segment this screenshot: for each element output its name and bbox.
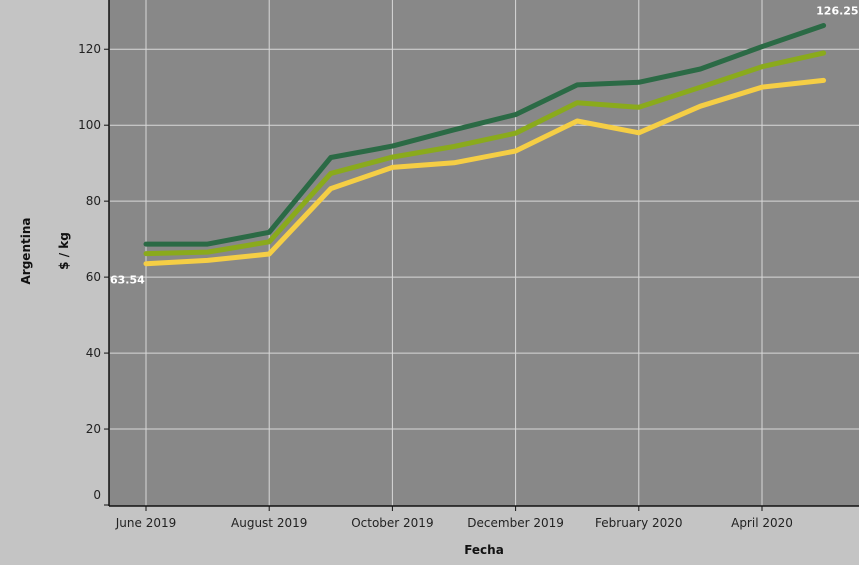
x-tick-label: October 2019 (351, 516, 433, 530)
data-labels: 126.25 63.54 (110, 5, 859, 287)
y-tick-label: 40 (86, 346, 101, 360)
y-tick-label: 0 (93, 488, 101, 502)
data-label: 63.54 (110, 274, 145, 287)
series-line-1 (143, 23, 827, 247)
x-tick-labels: June 2019 August 2019 October 2019 December… (115, 506, 793, 530)
series-line-3 (143, 77, 827, 267)
series-lines (143, 23, 827, 267)
y-tick-label: 120 (78, 42, 101, 56)
x-tick-label: February 2020 (595, 516, 683, 530)
x-tick-label: August 2019 (231, 516, 307, 530)
plot-area (109, 0, 859, 506)
series-line-2 (143, 50, 827, 257)
x-axis-title: Fecha (464, 543, 504, 557)
y-tick-labels: 0 20 40 60 80 100 120 (78, 42, 109, 506)
data-label: 126.25 (816, 5, 858, 18)
y-gridlines (109, 48, 859, 430)
y-tick-label: 80 (86, 194, 101, 208)
y-axis-title: $ / kg (57, 232, 71, 270)
x-tick-label: April 2020 (731, 516, 793, 530)
x-tick-label: June 2019 (115, 516, 177, 530)
y-tick-label: 100 (78, 118, 101, 132)
y-tick-label: 20 (86, 422, 101, 436)
x-tick-label: December 2019 (467, 516, 564, 530)
row-label: Argentina (19, 218, 33, 285)
y-tick-label: 60 (86, 270, 101, 284)
